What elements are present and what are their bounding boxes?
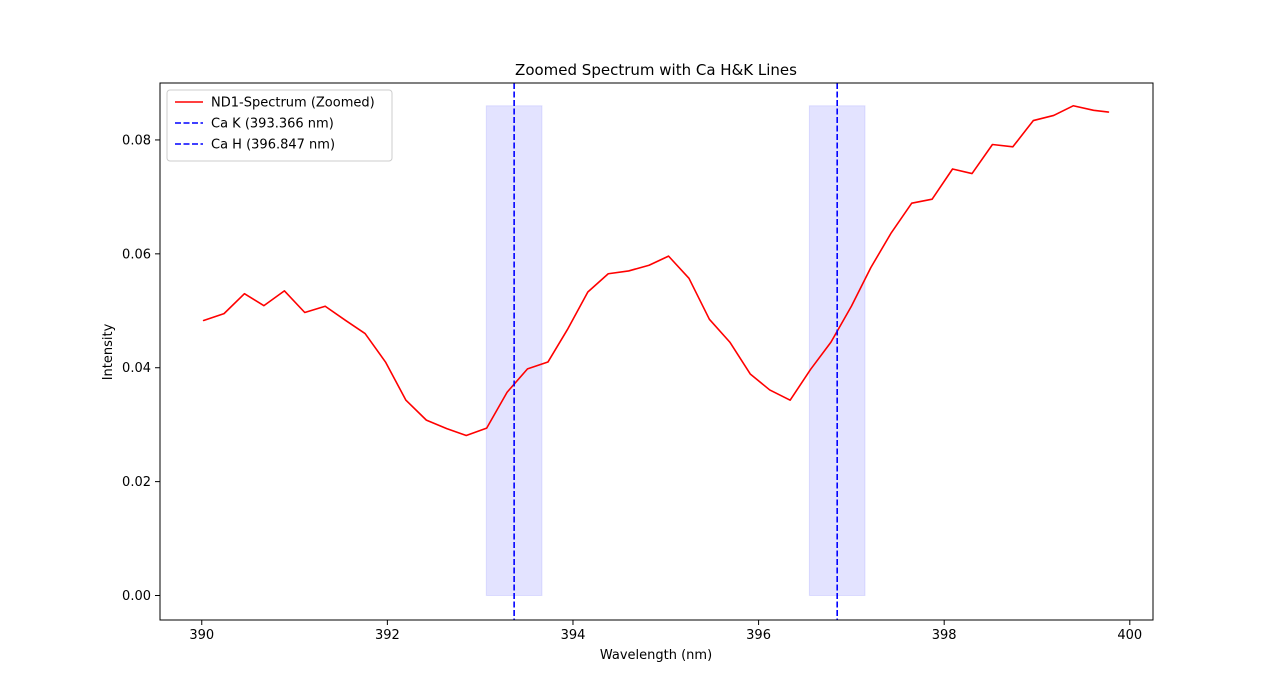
- series-layer: [202, 104, 1110, 437]
- series-line-1: [202, 104, 1110, 437]
- legend: ND1-Spectrum (Zoomed) Ca K (393.366 nm) Ca…: [166, 89, 393, 162]
- x-axis-label: Wavelength (nm): [600, 648, 712, 663]
- plot-area-frame: [159, 82, 1154, 621]
- legend-label-3: Ca H (396.847 nm): [211, 138, 335, 153]
- legend-label-1: ND1-Spectrum (Zoomed): [211, 96, 375, 111]
- y-tick-label: 0.06: [122, 247, 151, 262]
- x-tick-label: 400: [1117, 628, 1142, 643]
- x-tick-label: 394: [561, 628, 586, 643]
- x-tick-label: 392: [375, 628, 400, 643]
- x-tick-label: 396: [746, 628, 771, 643]
- chart-title: Zoomed Spectrum with Ca H&K Lines: [515, 61, 797, 79]
- y-tick-label: 0.04: [122, 361, 151, 376]
- reference-lines: [513, 83, 838, 620]
- x-tick-label: 390: [189, 628, 214, 643]
- y-axis-ticks: 0.00 0.02 0.04 0.06 0.08: [122, 133, 160, 604]
- y-tick-label: 0.00: [122, 589, 151, 604]
- y-tick-label: 0.02: [122, 475, 151, 490]
- legend-label-2: Ca K (393.366 nm): [211, 117, 334, 132]
- x-axis-ticks: 390 392 394 396 398 400: [189, 620, 1142, 643]
- y-axis-label: Intensity: [101, 323, 116, 380]
- legend-box: [166, 89, 393, 162]
- x-tick-label: 398: [932, 628, 957, 643]
- y-tick-label: 0.08: [122, 133, 151, 148]
